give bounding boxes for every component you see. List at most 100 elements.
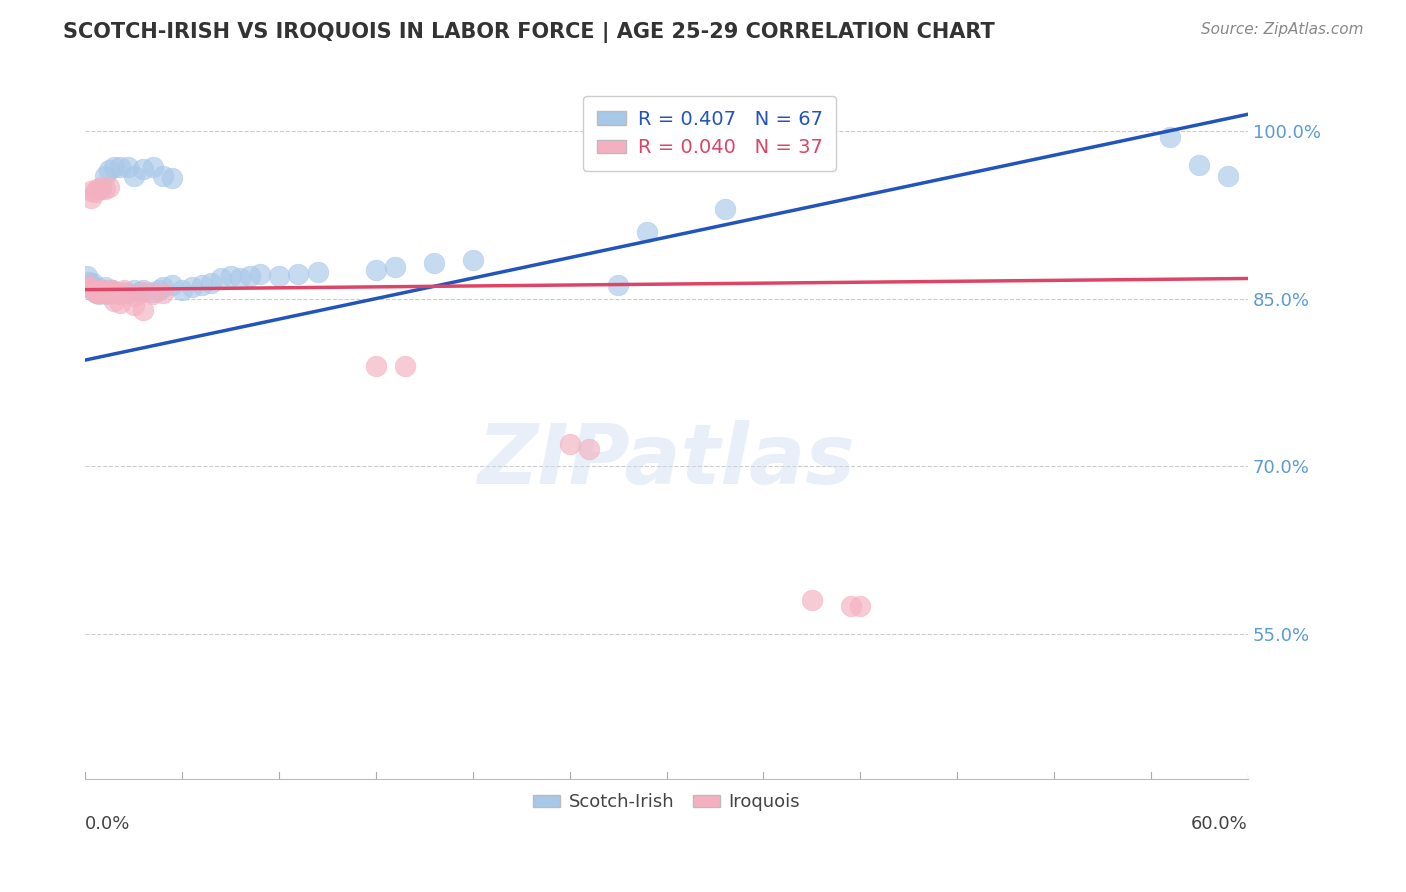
Point (607, 278, 630, 293)
Point (190, 278, 212, 293)
Point (84, 280, 107, 294)
Point (82, 283, 104, 297)
Point (180, 280, 202, 294)
Point (713, 202, 735, 217)
Point (558, 437, 581, 451)
Point (86, 285, 108, 300)
Point (86, 285, 108, 300)
Point (87, 283, 110, 297)
Text: SCOTCH-IRISH VS IROQUOIS IN LABOR FORCE | AGE 25-29 CORRELATION CHART: SCOTCH-IRISH VS IROQUOIS IN LABOR FORCE … (63, 22, 995, 44)
Point (117, 285, 139, 300)
Point (142, 285, 165, 299)
Point (90, 182, 112, 196)
Point (96, 285, 118, 300)
Point (364, 262, 387, 277)
Point (76, 278, 98, 293)
Point (86, 182, 108, 196)
Point (103, 293, 125, 308)
Text: Source: ZipAtlas.com: Source: ZipAtlas.com (1201, 22, 1364, 37)
Point (84, 285, 107, 299)
Point (122, 289, 145, 303)
Point (101, 283, 124, 297)
Point (1159, 129, 1181, 144)
Point (148, 283, 170, 297)
Point (77, 280, 100, 294)
Point (849, 599, 872, 613)
Point (77, 275, 100, 289)
Point (239, 269, 262, 284)
Point (108, 296, 131, 310)
Point (142, 287, 165, 301)
Point (97, 285, 120, 299)
Point (93, 285, 115, 300)
Point (80, 278, 103, 293)
Point (267, 269, 290, 284)
Point (209, 271, 232, 285)
Point (122, 169, 145, 183)
Point (200, 276, 222, 290)
Point (93, 169, 115, 183)
Point (93, 182, 115, 196)
Point (152, 280, 174, 294)
Point (172, 283, 194, 297)
Point (87, 287, 110, 301)
Point (287, 267, 309, 281)
Text: 0.0%: 0.0% (86, 814, 131, 833)
Point (1188, 157, 1211, 171)
Point (249, 267, 271, 281)
Text: 60.0%: 60.0% (1191, 814, 1249, 833)
Point (800, 593, 823, 607)
Point (77, 280, 100, 294)
Point (91, 283, 114, 297)
Point (103, 160, 125, 174)
Text: ZIPatlas: ZIPatlas (478, 420, 855, 501)
Point (100, 285, 122, 300)
Point (103, 285, 125, 299)
Point (93, 285, 115, 299)
Legend: Scotch-Irish, Iroquois: Scotch-Irish, Iroquois (526, 786, 807, 818)
Point (87, 285, 110, 299)
Point (76, 280, 98, 294)
Point (112, 285, 135, 299)
Point (423, 256, 446, 270)
Point (636, 225, 658, 239)
Point (82, 283, 104, 297)
Point (128, 285, 150, 299)
Point (96, 287, 118, 301)
Point (97, 163, 120, 178)
Point (384, 260, 406, 275)
Point (80, 280, 103, 294)
Point (105, 285, 128, 300)
Point (142, 160, 165, 174)
Point (394, 359, 416, 373)
Point (132, 161, 155, 176)
Point (108, 287, 131, 301)
Point (86, 283, 108, 297)
Point (839, 599, 862, 613)
Point (122, 283, 145, 297)
Point (76, 269, 98, 284)
Point (84, 186, 107, 200)
Point (80, 185, 103, 199)
Point (307, 265, 329, 279)
Point (132, 302, 155, 317)
Point (91, 283, 114, 297)
Point (132, 285, 155, 299)
Point (101, 283, 124, 297)
Point (93, 280, 115, 294)
Point (97, 285, 120, 299)
Point (108, 160, 131, 174)
Point (229, 271, 252, 285)
Point (152, 169, 174, 183)
Point (90, 285, 112, 299)
Point (90, 283, 112, 297)
Point (152, 285, 174, 300)
Point (108, 285, 131, 300)
Point (364, 359, 387, 373)
Point (97, 180, 120, 194)
Point (84, 285, 107, 299)
Point (122, 298, 145, 312)
Point (112, 283, 135, 297)
Point (162, 278, 184, 293)
Point (132, 283, 155, 297)
